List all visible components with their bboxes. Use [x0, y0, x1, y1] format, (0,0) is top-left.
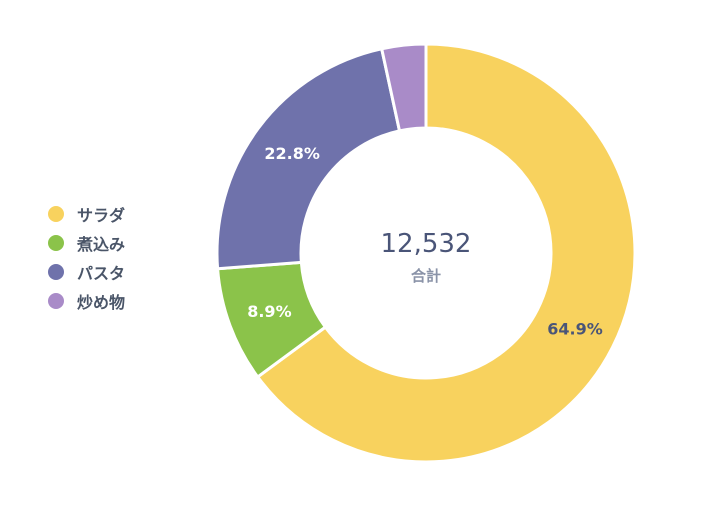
slice-パスタ[interactable] — [215, 47, 401, 271]
slice-label-パスタ: 22.8% — [264, 144, 320, 163]
legend-item-煮込み[interactable]: 煮込み — [48, 228, 125, 257]
slice-label-煮込み: 8.9% — [247, 302, 291, 321]
legend-swatch — [48, 205, 64, 222]
legend-label: パスタ — [77, 263, 126, 283]
legend-item-炒め物[interactable]: 炒め物 — [48, 286, 125, 315]
legend-swatch — [48, 292, 64, 309]
legend-label: サラダ — [77, 205, 126, 225]
center-total-value: 12,532 — [381, 229, 472, 259]
center-total-label: 合計 — [410, 267, 441, 285]
legend-label: 煮込み — [77, 234, 126, 254]
legend-swatch — [48, 234, 64, 251]
donut-slices — [215, 42, 637, 464]
legend-swatch — [48, 263, 64, 280]
slice-サラダ[interactable] — [256, 42, 637, 464]
legend: サラダ煮込みパスタ炒め物 — [48, 199, 125, 315]
slice-炒め物[interactable] — [380, 42, 428, 133]
slice-label-サラダ: 64.9% — [547, 319, 603, 338]
legend-label: 炒め物 — [77, 292, 126, 312]
slice-labels: 64.9% 8.9% 22.8% — [247, 144, 603, 338]
legend-item-サラダ[interactable]: サラダ — [48, 199, 125, 228]
legend-item-パスタ[interactable]: パスタ — [48, 257, 125, 286]
